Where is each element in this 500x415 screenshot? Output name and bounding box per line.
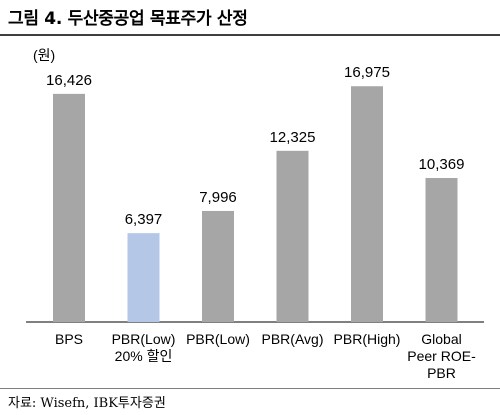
source-note: 자료: Wisefn, IBK투자증권 <box>8 396 166 411</box>
data-label-2: 6,397 <box>125 211 163 228</box>
category-label-6: Global Peer ROE-PBR <box>407 331 476 381</box>
category-label-1-line-1: BPS <box>55 331 83 347</box>
category-label-6-line-2: Peer ROE- <box>407 348 476 364</box>
bar-1 <box>53 93 85 322</box>
category-label-2-line-1: PBR(Low) <box>112 331 176 347</box>
bar-3 <box>202 210 234 322</box>
bar-2 <box>127 233 160 322</box>
category-label-4: PBR(Avg) <box>262 331 324 347</box>
category-label-3: PBR(Low) <box>186 331 250 347</box>
category-label-3-line-1: PBR(Low) <box>186 331 250 347</box>
category-label-5: PBR(High) <box>334 331 401 347</box>
bar-5 <box>351 86 383 322</box>
data-label-1: 16,426 <box>46 72 92 89</box>
bar-chart: (원) 16,426 6,397 7,996 12,325 16,975 10,369 B… <box>26 47 484 381</box>
data-label-6: 10,369 <box>419 156 465 173</box>
bar-4 <box>276 150 309 322</box>
category-label-2-line-2: 20% 할인 <box>115 348 173 364</box>
category-label-2: PBR(Low) 20% 할인 <box>112 331 176 364</box>
category-label-6-line-1: Global <box>421 331 461 347</box>
data-label-4: 12,325 <box>270 129 316 146</box>
title-divider <box>0 34 500 36</box>
category-label-6-line-3: PBR <box>427 365 456 381</box>
bar-6 <box>425 177 458 322</box>
figure-title: 그림 4. 두산중공업 목표주가 산정 <box>8 9 248 29</box>
y-unit-label: (원) <box>33 47 55 63</box>
category-label-5-line-1: PBR(High) <box>334 331 401 347</box>
source-divider <box>0 388 500 389</box>
data-label-5: 16,975 <box>344 64 390 81</box>
category-label-1: BPS <box>55 331 83 347</box>
category-label-4-line-1: PBR(Avg) <box>262 331 324 347</box>
chart-area: (원) 16,426 6,397 7,996 12,325 16,975 10,369 B… <box>0 36 500 388</box>
data-label-3: 7,996 <box>199 189 237 206</box>
